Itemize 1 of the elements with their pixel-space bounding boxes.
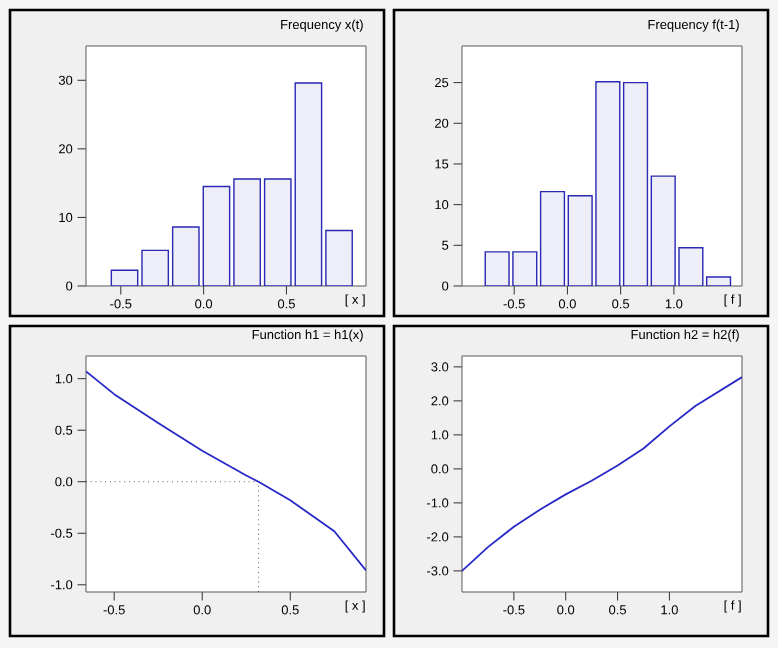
line-series (462, 376, 743, 572)
